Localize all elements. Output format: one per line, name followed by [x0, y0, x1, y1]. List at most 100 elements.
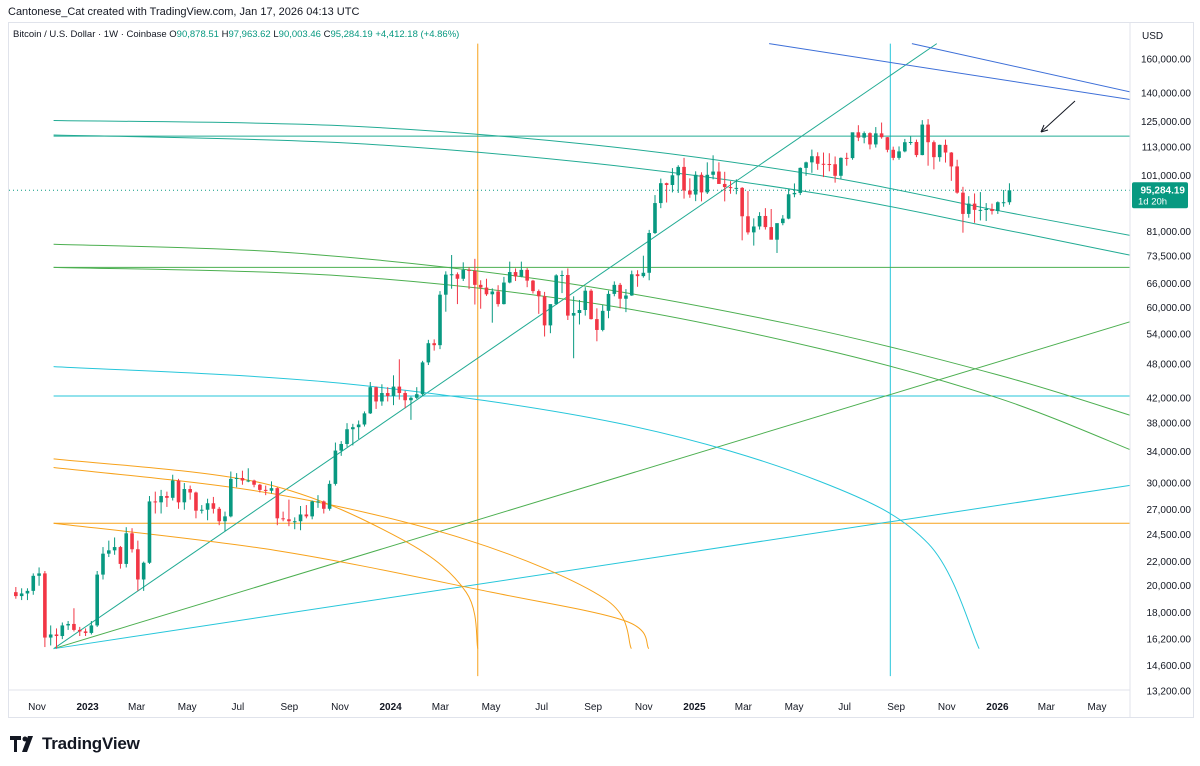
y-tick-label: 81,000.00 — [1147, 227, 1192, 238]
y-tick-label: 16,200.00 — [1147, 635, 1192, 646]
candle-body — [298, 514, 303, 522]
candle-body — [275, 488, 280, 519]
candle-body — [31, 575, 36, 591]
candle — [600, 304, 605, 332]
candle-body — [136, 549, 140, 580]
candle-body — [525, 269, 529, 281]
low-value: 90,003.46 — [278, 29, 321, 40]
candle-body — [850, 132, 855, 159]
candle — [19, 588, 24, 601]
candle-body — [920, 124, 925, 156]
candle-body — [380, 393, 384, 402]
candle — [827, 153, 832, 172]
candle — [914, 139, 919, 158]
candle — [757, 212, 762, 230]
candle — [879, 122, 884, 139]
candle-body — [188, 489, 192, 493]
y-tick-label: 27,000.00 — [1147, 505, 1192, 516]
candle — [66, 621, 70, 630]
orange-arc-inner — [53, 458, 479, 649]
candle-body — [1007, 190, 1012, 203]
candle — [25, 588, 30, 601]
candle — [432, 339, 436, 351]
candle-body — [304, 514, 309, 517]
candle-body — [170, 480, 175, 498]
candle — [252, 479, 256, 488]
candle — [170, 474, 175, 501]
candle-body — [658, 183, 663, 204]
candle-body — [246, 480, 251, 482]
candle-body — [775, 223, 779, 240]
candle — [932, 140, 936, 170]
candle — [130, 528, 134, 553]
candle-body — [612, 284, 617, 294]
candle — [583, 287, 588, 316]
candle — [467, 267, 471, 290]
candle — [345, 423, 349, 447]
x-tick-label: 2023 — [77, 702, 100, 713]
candle-body — [426, 343, 431, 363]
candle-body — [536, 291, 541, 297]
candle — [356, 420, 361, 439]
candle-body — [385, 393, 390, 397]
blue-upper-line — [911, 43, 1130, 93]
candle-body — [176, 480, 181, 503]
candle — [966, 196, 971, 218]
candle-body — [327, 483, 332, 509]
candle-body — [287, 519, 291, 522]
x-tick-label: Nov — [635, 702, 653, 713]
candle — [141, 561, 146, 591]
candle — [949, 152, 954, 181]
candle — [821, 152, 826, 178]
candle-body — [868, 133, 872, 145]
tradingview-footer[interactable]: TradingView — [10, 733, 140, 755]
candle-body — [670, 175, 675, 185]
candle — [589, 289, 593, 320]
teal-arc-lower — [53, 134, 1130, 256]
candle-body — [519, 269, 524, 277]
candle-body — [89, 625, 94, 633]
candle — [397, 359, 402, 400]
candle — [990, 203, 994, 215]
candle — [647, 229, 651, 281]
candle — [31, 573, 36, 595]
candle-body — [641, 272, 646, 277]
candle-body — [722, 183, 727, 188]
candle-body — [467, 269, 471, 271]
candle-body — [996, 202, 1000, 212]
candle — [693, 171, 698, 202]
candle-body — [490, 291, 495, 295]
y-tick-label: 48,000.00 — [1147, 359, 1192, 370]
candle-body — [397, 386, 402, 394]
candle — [426, 339, 431, 366]
candle — [978, 192, 983, 221]
candle-body — [937, 144, 942, 158]
candle — [368, 382, 373, 414]
candle — [728, 181, 733, 194]
candle-body — [548, 304, 553, 326]
candle-body — [118, 547, 123, 564]
x-tick-label: Mar — [432, 702, 450, 713]
candle — [868, 132, 872, 150]
candle-body — [153, 501, 158, 503]
candle-body — [856, 132, 861, 138]
candle — [1001, 189, 1006, 207]
y-tick-label: 24,500.00 — [1147, 530, 1192, 541]
x-tick-label: Jul — [535, 702, 548, 713]
symbol-name[interactable]: Bitcoin / U.S. Dollar · 1W · Coinbase — [13, 29, 167, 40]
candle-body — [833, 164, 837, 176]
candle-body — [821, 163, 826, 165]
candle-body — [908, 141, 913, 143]
candle — [362, 411, 367, 427]
candle-body — [751, 226, 756, 233]
candle — [449, 255, 454, 289]
candle — [211, 496, 216, 514]
x-tick-label: May — [482, 702, 501, 713]
candle-body — [990, 209, 994, 212]
candle-body — [165, 496, 169, 498]
candle-body — [77, 629, 82, 632]
candle — [438, 291, 442, 350]
candle-body — [14, 592, 18, 597]
candle — [316, 495, 320, 508]
